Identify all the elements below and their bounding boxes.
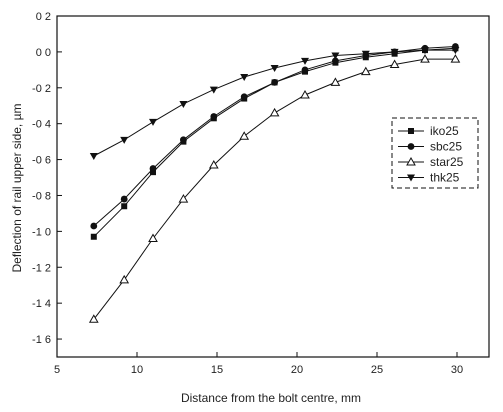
data-point-thk25 xyxy=(240,74,249,82)
data-point-thk25 xyxy=(270,65,279,73)
legend-label-thk25: thk25 xyxy=(430,171,460,185)
y-tick-label: 0 0 xyxy=(36,47,51,59)
legend-label-star25: star25 xyxy=(430,155,464,169)
data-point-thk25 xyxy=(149,118,157,126)
y-axis-title: Deflection of rail upper side, µm xyxy=(10,104,24,273)
data-point-iko25 xyxy=(90,233,97,240)
data-point-sbc25 xyxy=(271,79,278,86)
x-tick-label: 20 xyxy=(291,364,303,376)
data-point-thk25 xyxy=(390,48,399,56)
data-point-sbc25 xyxy=(180,136,187,144)
data-point-sbc25 xyxy=(149,165,157,172)
data-point-thk25 xyxy=(120,136,129,144)
legend-marker-iko25 xyxy=(408,128,414,134)
data-point-star25 xyxy=(208,159,219,169)
plot-area-border xyxy=(56,15,490,358)
data-point-thk25 xyxy=(331,52,340,60)
data-point-star25 xyxy=(330,77,341,86)
y-tick-label: -1 4 xyxy=(32,298,51,310)
data-point-thk25 xyxy=(421,47,429,55)
legend-marker-thk25 xyxy=(407,174,415,182)
data-point-star25 xyxy=(420,54,430,63)
data-point-star25 xyxy=(389,59,400,68)
data-point-star25 xyxy=(148,233,158,243)
y-tick-label: -1 0 xyxy=(32,226,51,238)
data-point-thk25 xyxy=(301,57,309,65)
x-tick-label: 15 xyxy=(211,364,223,376)
x-tick-label: 5 xyxy=(54,364,60,376)
y-tick-label: -0 2 xyxy=(32,83,51,95)
y-tick-label: -0 8 xyxy=(32,190,51,202)
x-tick-label: 25 xyxy=(371,364,383,376)
y-tick-label: -1 2 xyxy=(32,262,51,274)
data-point-thk25 xyxy=(179,100,188,108)
plot-frame xyxy=(56,15,490,358)
data-point-star25 xyxy=(88,314,99,323)
data-point-thk25 xyxy=(361,50,370,58)
data-point-star25 xyxy=(239,131,250,140)
x-tick-label: 10 xyxy=(131,364,143,376)
data-point-star25 xyxy=(269,107,280,117)
data-point-sbc25 xyxy=(210,113,218,120)
data-point-star25 xyxy=(119,274,130,284)
legend-label-sbc25: sbc25 xyxy=(430,140,462,154)
data-point-star25 xyxy=(178,194,189,203)
legend-marker-sbc25 xyxy=(407,143,415,150)
data-point-thk25 xyxy=(89,152,98,160)
data-point-sbc25 xyxy=(301,66,309,74)
legend-label-iko25: iko25 xyxy=(430,124,459,138)
data-point-star25 xyxy=(360,66,371,76)
data-point-thk25 xyxy=(209,86,218,94)
data-point-sbc25 xyxy=(120,195,128,203)
data-point-star25 xyxy=(450,54,461,63)
x-tick-label: 30 xyxy=(451,364,463,376)
data-point-iko25 xyxy=(150,169,156,176)
x-axis-title: Distance from the bolt centre, mm xyxy=(181,391,361,405)
data-point-sbc25 xyxy=(90,222,98,230)
y-tick-label: 0 2 xyxy=(36,11,51,23)
legend-marker-star25 xyxy=(406,156,416,166)
series-markers xyxy=(88,43,461,323)
legend-box xyxy=(391,117,479,189)
y-tick-label: -0 4 xyxy=(32,119,51,131)
data-point-star25 xyxy=(300,89,310,99)
y-tick-label: -1 6 xyxy=(32,334,51,346)
data-point-sbc25 xyxy=(240,93,248,101)
data-point-sbc25 xyxy=(332,57,339,65)
data-point-iko25 xyxy=(121,203,128,210)
y-axis: 0 2 0 0 -0 2 -0 4 -0 6 -0 8 -1 0 -1 2 -1 4 -1 6 xyxy=(32,11,62,346)
x-axis: 5 10 15 20 25 30 xyxy=(54,352,463,376)
y-tick-label: -0 6 xyxy=(32,155,51,167)
data-point-thk25 xyxy=(451,47,460,55)
